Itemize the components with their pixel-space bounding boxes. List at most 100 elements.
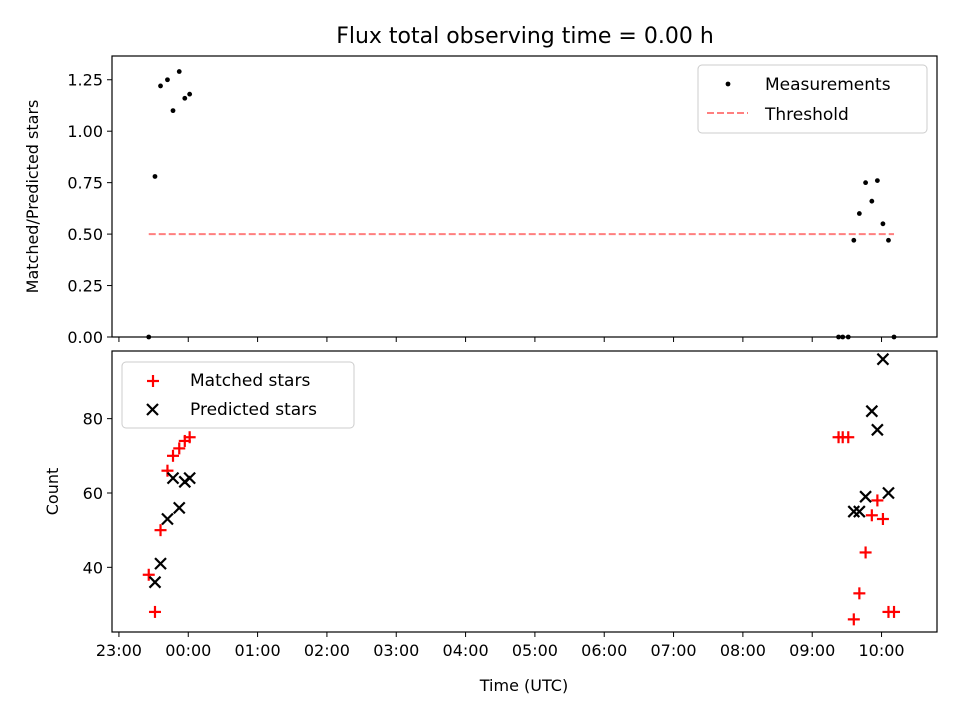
x-axis-label: Time (UTC) <box>479 676 568 695</box>
predicted-star-d2 <box>172 501 186 515</box>
predicted-star-d2 <box>847 505 861 518</box>
bottom-x-ticks: 23:00 00:00 01:00 02:00 03:00 04:00 05:00 06:00… <box>96 632 905 660</box>
top-y-tick-label: 0.75 <box>67 174 103 193</box>
x-tick-label: 04:00 <box>443 641 489 660</box>
predicted-star-point <box>865 404 879 418</box>
predicted-star-point <box>161 512 174 526</box>
top-panel: 0.00 0.25 0.50 0.75 1.00 1.25 Matched/Predict… <box>23 55 938 347</box>
top-y-tick-label: 0.00 <box>67 328 103 347</box>
measurement-point <box>170 108 176 114</box>
legend-measurements-label: Measurements <box>765 75 891 95</box>
predicted-star-point <box>166 471 180 485</box>
measurement-point <box>874 178 880 183</box>
measurement-point <box>152 174 158 179</box>
top-y-ticks: 0.00 0.25 0.50 0.75 1.00 1.25 <box>67 71 112 347</box>
x-tick-label: 10:00 <box>858 641 904 660</box>
matched-star-point <box>865 509 878 522</box>
chart-title: Flux total observing time = 0.00 h <box>336 24 714 49</box>
matched-star-point <box>173 442 186 455</box>
top-y-axis-label: Matched/Predicted stars <box>23 100 42 294</box>
x-tick-label: 07:00 <box>650 641 696 660</box>
measurement-point <box>863 180 868 186</box>
matched-star-point <box>167 449 180 462</box>
matched-star-point <box>853 587 866 600</box>
bottom-panel: 23:00 00:00 01:00 02:00 03:00 04:00 05:00 06:00… <box>43 350 938 695</box>
x-tick-label: 09:00 <box>789 641 835 660</box>
top-x-ticks <box>118 337 883 342</box>
predicted-star-d2 <box>876 352 890 366</box>
legend-matched-marker <box>147 375 159 387</box>
x-tick-label: 00:00 <box>165 641 211 660</box>
measurement-point <box>187 91 193 97</box>
measurement-point <box>182 95 188 101</box>
measurement-point <box>165 77 170 83</box>
legend-predicted-marker <box>146 403 159 416</box>
matched-star-point <box>161 464 174 477</box>
bottom-y-tick-label: 60 <box>83 484 103 503</box>
predicted-star-d2 <box>871 423 884 437</box>
matched-star-point <box>142 568 155 581</box>
legend-predicted-label: Predicted stars <box>190 400 317 420</box>
measurement-point <box>869 198 875 204</box>
x-tick-label: 05:00 <box>512 641 558 660</box>
measurement-point <box>158 83 163 89</box>
measurement-point <box>856 211 862 216</box>
top-y-tick-label: 1.25 <box>67 71 103 90</box>
legend-matched-label: Matched stars <box>190 371 310 391</box>
measurement-point <box>851 237 857 243</box>
bottom-y-ticks: 40 60 80 <box>83 410 112 577</box>
predicted-star-d2 <box>882 486 895 500</box>
predicted-star-d2 <box>865 404 879 418</box>
predicted-star-point <box>183 471 196 485</box>
predicted-star-point <box>876 352 890 366</box>
predicted-star-d2 <box>166 471 180 485</box>
x-tick-label: 23:00 <box>96 641 142 660</box>
measurement-point <box>880 221 886 227</box>
matched-star-point <box>888 605 901 618</box>
matched-star-point <box>859 546 872 559</box>
predicted-star-d2 <box>853 505 866 518</box>
bottom-data-layer <box>142 352 901 626</box>
matched-star-point <box>148 605 161 618</box>
measurement-point <box>886 237 891 243</box>
top-legend: Measurements Threshold <box>697 64 928 134</box>
bottom-y-tick-label: 80 <box>83 410 103 429</box>
bottom-y-axis-label: Count <box>43 468 62 516</box>
bottom-legend: Matched stars Predicted stars <box>121 361 355 429</box>
x-tick-label: 08:00 <box>720 641 766 660</box>
predicted-star-d2 <box>161 512 174 526</box>
top-data-layer <box>146 69 897 340</box>
predicted-star-d2 <box>154 557 167 570</box>
matched-star-point <box>154 524 167 537</box>
x-tick-label: 03:00 <box>373 641 419 660</box>
predicted-star-d2 <box>183 471 196 485</box>
bottom-axes-frame <box>111 350 938 633</box>
top-legend-box <box>697 64 928 134</box>
bottom-y-tick-label: 40 <box>83 558 103 577</box>
predicted-star-point <box>859 490 872 503</box>
predicted-star-d2 <box>148 575 162 589</box>
predicted-star-point <box>172 501 186 515</box>
matched-star-point <box>847 613 860 626</box>
predicted-star-point <box>148 575 162 589</box>
matched-star-point <box>183 431 196 444</box>
predicted-star-point <box>882 486 895 500</box>
measurement-point <box>176 69 182 74</box>
top-y-tick-label: 0.50 <box>67 225 103 244</box>
matched-star-point <box>871 494 884 507</box>
predicted-star-point <box>871 423 884 437</box>
legend-threshold-label: Threshold <box>764 105 849 125</box>
predicted-star-point <box>853 505 866 518</box>
x-tick-label: 01:00 <box>235 641 281 660</box>
legend-measurements-marker <box>725 81 731 87</box>
x-tick-label: 06:00 <box>581 641 627 660</box>
top-axes-frame <box>111 55 938 338</box>
predicted-star-point <box>847 505 861 518</box>
matched-star-point <box>842 431 855 444</box>
bottom-legend-box <box>121 361 355 429</box>
predicted-star-point <box>154 557 167 570</box>
top-y-tick-label: 1.00 <box>67 122 103 141</box>
top-y-tick-label: 0.25 <box>67 277 103 296</box>
matched-star-point <box>876 513 889 526</box>
